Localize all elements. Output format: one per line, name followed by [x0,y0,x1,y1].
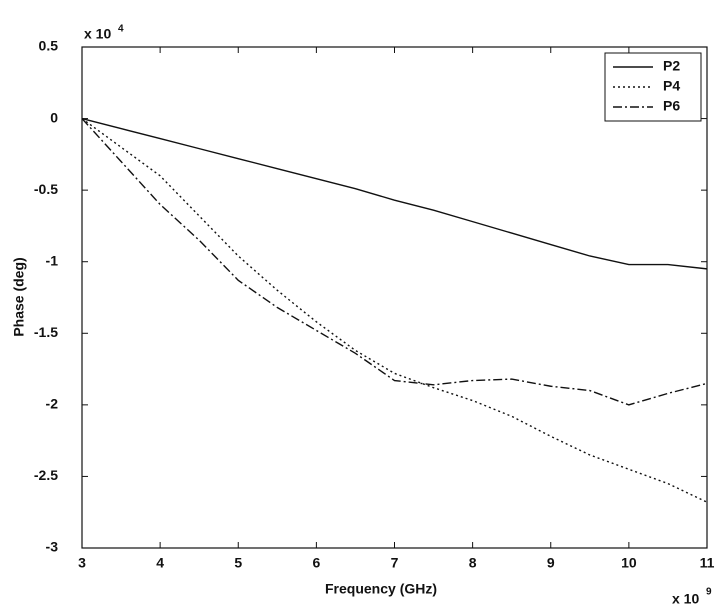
x-tick-label: 3 [78,555,86,571]
x-exponent: 9 [706,587,712,598]
y-tick-label: 0.5 [39,38,59,54]
y-multiplier: x 10 [84,26,111,42]
y-tick-label: -2.5 [34,467,58,483]
x-tick-label: 10 [621,555,637,571]
legend-label: P4 [663,78,680,94]
x-tick-label: 8 [469,555,477,571]
x-tick-label: 4 [156,555,164,571]
y-tick-label: -0.5 [34,181,58,197]
y-axis-label: Phase (deg) [11,257,27,336]
y-exponent: 4 [118,24,124,35]
x-tick-label: 9 [547,555,555,571]
x-tick-label: 11 [700,555,715,571]
series-line [81,117,708,270]
y-tick-label: -2 [46,396,59,412]
legend-label: P6 [663,98,680,114]
legend-box [604,52,702,122]
series-line [81,118,708,503]
x-multiplier: x 10 [672,591,699,607]
plot-frame [81,46,708,549]
x-tick-label: 6 [312,555,320,571]
series-line [81,118,708,406]
x-axis-label: Frequency (GHz) [325,581,437,597]
y-tick-label: -1 [46,252,59,268]
y-tick-label: -1.5 [34,324,58,340]
y-tick-label: -3 [46,539,59,555]
x-tick-label: 5 [234,555,242,571]
y-tick-label: 0 [50,109,58,125]
x-tick-label: 7 [391,555,399,571]
legend-label: P2 [663,58,680,74]
